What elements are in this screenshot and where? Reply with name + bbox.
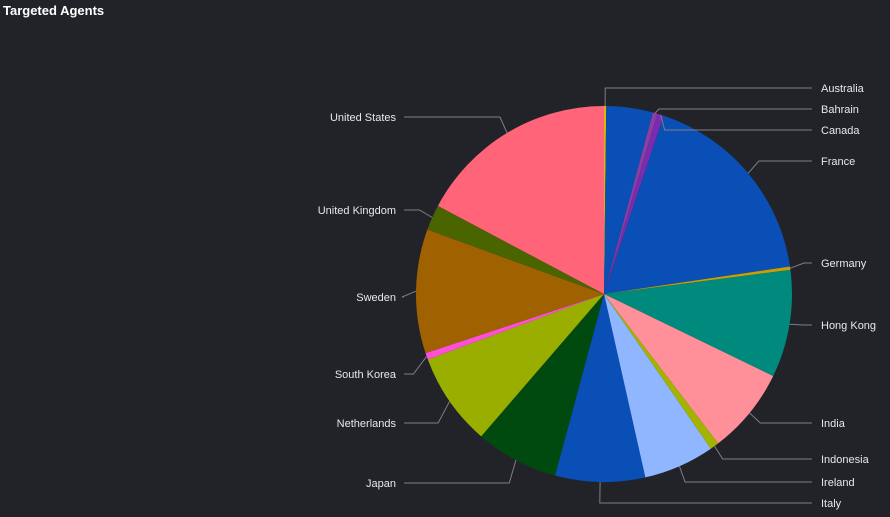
leader-line-germany (790, 262, 812, 269)
leader-line-bahrain (654, 108, 812, 114)
slice-label-sweden: Sweden (356, 292, 396, 304)
pie-slice-australia[interactable] (604, 105, 607, 295)
pie-slice-united-states[interactable] (437, 106, 604, 294)
leader-line-netherlands (404, 401, 451, 424)
leader-line-canada (660, 114, 812, 131)
leader-line-united-states (404, 116, 508, 134)
slice-label-germany: Germany (821, 258, 867, 270)
leader-line-hong-kong (789, 323, 812, 326)
leader-line-italy (599, 481, 812, 504)
pie-slice-germany[interactable] (604, 266, 791, 294)
leader-line-united-kingdom (404, 209, 433, 218)
leader-line-indonesia (714, 445, 812, 460)
panel-title: Targeted Agents (3, 3, 105, 18)
pie-slice-ireland[interactable] (604, 294, 711, 478)
pie-slice-japan[interactable] (481, 294, 604, 476)
leader-line-sweden (401, 290, 417, 298)
pie-slice-united-kingdom[interactable] (427, 205, 604, 294)
pie-slice-france[interactable] (604, 115, 790, 294)
pie-slice-bahrain[interactable] (604, 112, 658, 294)
pie-slices (415, 105, 793, 482)
slice-label-united-states: United States (330, 112, 397, 124)
leader-line-south-korea (404, 356, 428, 375)
pie-slice-sweden[interactable] (415, 229, 604, 354)
slice-label-bahrain: Bahrain (821, 104, 859, 116)
slice-label-hong-kong: Hong Kong (821, 320, 876, 332)
slice-label-india: India (821, 418, 846, 430)
leader-line-france (747, 160, 812, 174)
slice-label-australia: Australia (821, 83, 865, 95)
pie-slice-south-korea[interactable] (425, 294, 604, 360)
slice-label-ireland: Ireland (821, 477, 855, 489)
pie-labels: Australia Bahrain Canada France Germany Hong … (318, 83, 876, 510)
slice-label-italy: Italy (821, 498, 842, 510)
pie-slice-canada[interactable] (604, 113, 664, 294)
slice-label-united-kingdom: United Kingdom (318, 205, 396, 217)
slice-label-france: France (821, 156, 855, 168)
slice-label-netherlands: Netherlands (337, 418, 397, 430)
pie-slice-unlabeled-1[interactable] (604, 106, 653, 294)
pie-slice-india[interactable] (604, 294, 774, 444)
leader-line-australia (604, 87, 812, 107)
slice-label-canada: Canada (821, 125, 860, 137)
pie-slice-italy[interactable] (555, 294, 646, 482)
pie-slice-hong-kong[interactable] (604, 269, 793, 377)
leader-line-ireland (678, 466, 812, 483)
slice-label-indonesia: Indonesia (821, 454, 870, 466)
slice-label-japan: Japan (366, 478, 396, 490)
leader-line-india (749, 412, 812, 424)
pie-slice-indonesia[interactable] (604, 294, 719, 449)
pie-slice-netherlands[interactable] (427, 294, 604, 437)
leader-line-japan (404, 459, 517, 484)
slice-label-south-korea: South Korea (335, 369, 397, 381)
